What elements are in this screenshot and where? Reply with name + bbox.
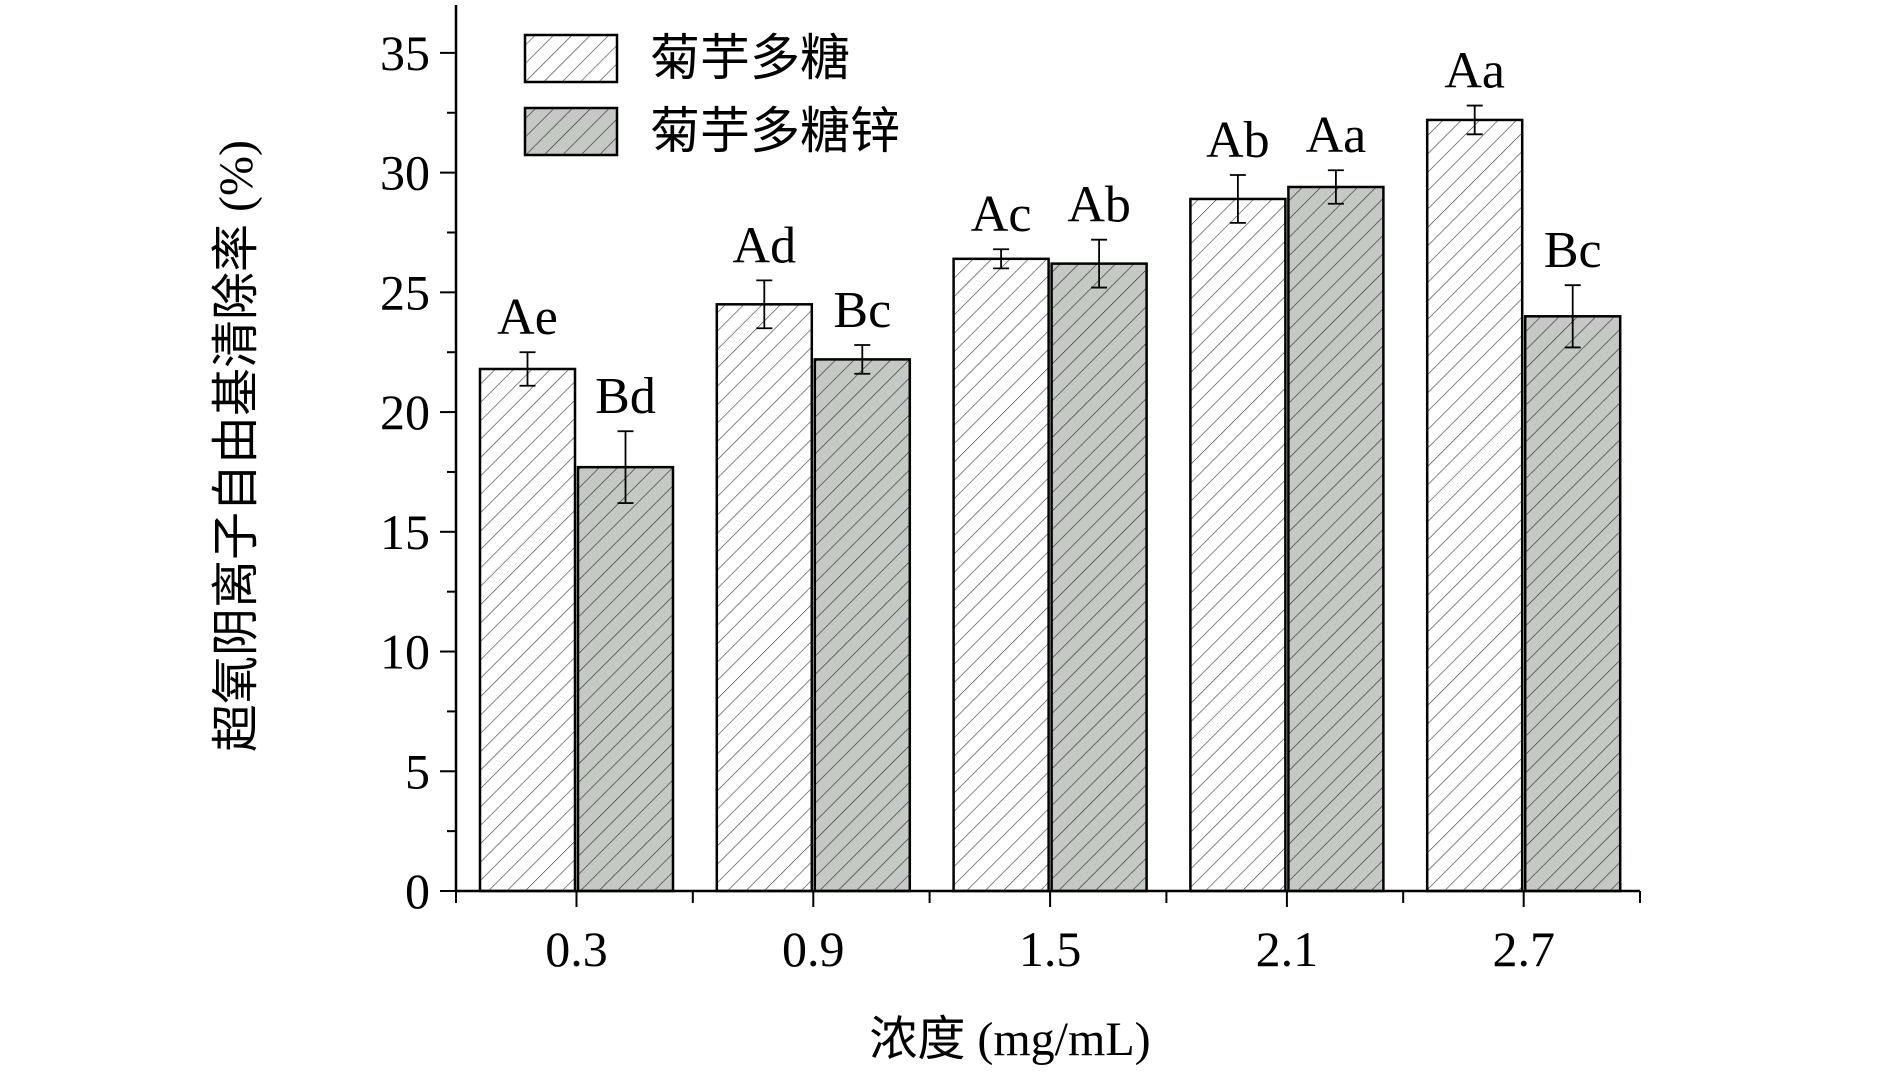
data-label-s1-2.7: Bc	[1544, 222, 1602, 279]
y-axis-label: 超氧阴离子自由基清除率 (%)	[210, 140, 263, 752]
bar-s0-1.5	[952, 257, 1050, 893]
data-label-s0-0.9: Ad	[733, 217, 797, 274]
y-tick-label: 25	[380, 264, 430, 320]
y-tick-label: 35	[380, 25, 430, 81]
data-label-s1-0.9: Bc	[833, 282, 891, 339]
data-label-s0-0.3: Ae	[497, 289, 558, 346]
bar-s1-2.7	[1523, 315, 1622, 893]
data-label-s1-0.3: Bd	[595, 368, 656, 425]
x-tick-label: 2.7	[1492, 921, 1555, 977]
legend-label-s1: 菊芋多糖锌	[650, 103, 900, 159]
axes-layer: 0 5 10 15 20 25 30 35 0.3 0.9 1.5 2.1 2.7	[380, 5, 1641, 977]
bar-s0-2.7	[1425, 118, 1524, 893]
y-tick-label: 20	[380, 384, 430, 440]
data-label-s1-1.5: Ab	[1067, 177, 1131, 234]
bar-s1-2.1	[1287, 185, 1385, 893]
legend-label-s0: 菊芋多糖	[650, 30, 850, 86]
data-label-s0-2.7: Aa	[1444, 43, 1505, 100]
y-tick-label: 5	[405, 743, 430, 799]
data-label-s1-2.1: Aa	[1306, 107, 1367, 164]
bar-s1-0.9	[813, 358, 912, 893]
x-axis-label: 浓度 (mg/mL)	[869, 1013, 1150, 1066]
bar-s1-0.3	[576, 465, 675, 893]
x-tick-label: 1.5	[1019, 921, 1082, 977]
y-tick-label: 15	[380, 504, 430, 560]
legend-swatch-s1	[523, 106, 619, 157]
x-tick-label: 2.1	[1256, 921, 1319, 977]
bar-s1-1.5	[1050, 262, 1148, 893]
y-tick-label: 0	[405, 863, 430, 919]
bars-layer	[478, 118, 1622, 893]
bar-s0-0.3	[478, 367, 577, 893]
x-tick-label: 0.3	[545, 921, 608, 977]
y-tick-label: 10	[380, 624, 430, 680]
data-label-s0-2.1: Ab	[1206, 112, 1270, 169]
x-tick-label: 0.9	[782, 921, 845, 977]
bar-s0-0.9	[715, 303, 814, 893]
y-tick-label: 30	[380, 145, 430, 201]
bar-labels-layer: Ae Bd Ad Bc Ac Ab Ab Aa Aa Bc	[497, 43, 1601, 426]
data-label-s0-1.5: Ac	[971, 186, 1032, 243]
legend-swatch-s0	[523, 33, 619, 84]
bar-s0-2.1	[1189, 197, 1287, 893]
error-bars-layer	[519, 104, 1581, 504]
